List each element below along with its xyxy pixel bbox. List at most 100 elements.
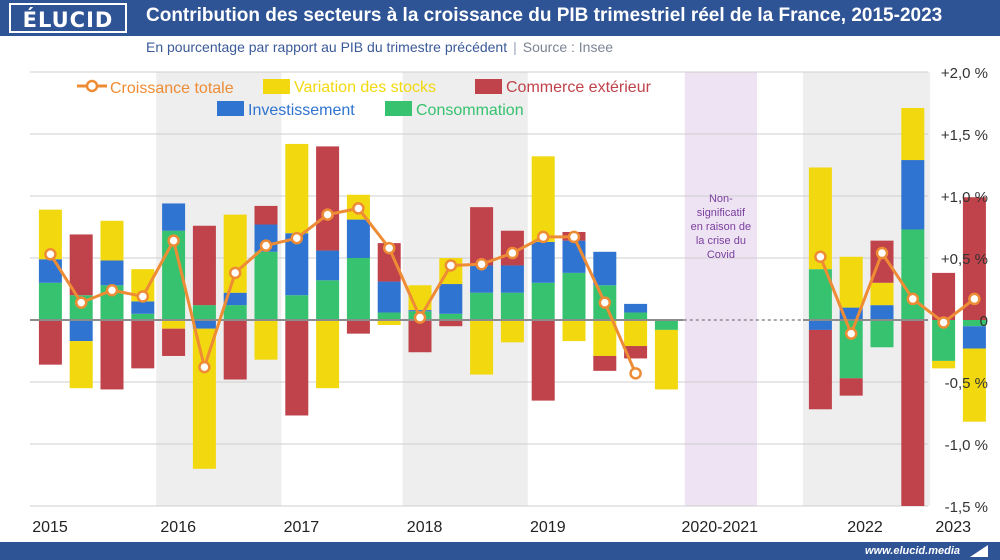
total-growth-point — [323, 210, 333, 220]
y-tick-label: -0,5 % — [945, 375, 988, 392]
bar-segment-investissement — [131, 301, 154, 313]
bar-segment-investissement — [39, 259, 62, 283]
header-bar: ÉLUCID Contribution des secteurs à la cr… — [0, 0, 1000, 36]
bar-segment-investissement — [439, 284, 462, 314]
bar-segment-commerce-ext-rieur — [532, 320, 555, 401]
legend-stocks-label: Variation des stocks — [294, 79, 436, 96]
y-tick-label: -1,5 % — [945, 499, 988, 516]
bar-segment-investissement — [347, 220, 370, 258]
bar-segment-commerce-ext-rieur — [255, 206, 278, 225]
y-tick-label: +1,5 % — [941, 127, 988, 144]
covid-note-line: significatif — [697, 207, 746, 219]
bar-segment-investissement — [809, 320, 832, 330]
y-tick-label: 0 — [980, 313, 988, 330]
total-growth-point — [477, 259, 487, 269]
bar-segment-investissement — [593, 252, 616, 285]
bar-segment-variation-des-stocks — [162, 320, 185, 329]
total-growth-point — [969, 294, 979, 304]
bar-segment-variation-des-stocks — [932, 361, 955, 368]
bar-segment-investissement — [501, 265, 524, 292]
total-growth-point — [384, 243, 394, 253]
bar-segment-variation-des-stocks — [101, 221, 124, 261]
total-growth-point — [939, 317, 949, 327]
bar-segment-commerce-ext-rieur — [409, 320, 432, 352]
covid-note-line: en raison de — [691, 221, 752, 233]
bar-segment-variation-des-stocks — [224, 215, 247, 293]
bar-segment-commerce-ext-rieur — [224, 320, 247, 380]
legend-commerce-swatch — [475, 79, 502, 94]
x-tick-label: 2022 — [847, 519, 883, 536]
bar-segment-consommation — [532, 283, 555, 320]
bar-segment-variation-des-stocks — [285, 144, 308, 233]
bar-segment-variation-des-stocks — [70, 341, 93, 388]
bar-segment-commerce-ext-rieur — [101, 320, 124, 389]
bar-segment-variation-des-stocks — [655, 330, 678, 390]
bar-segment-variation-des-stocks — [470, 320, 493, 375]
legend-commerce-label: Commerce extérieur — [506, 79, 652, 96]
x-axis-labels: 2015 2016 2017 2018 2019 2020-2021 2022 2023 — [32, 519, 971, 536]
total-growth-point — [261, 241, 271, 251]
covid-note-line: Covid — [707, 249, 735, 261]
bar-segment-variation-des-stocks — [624, 320, 647, 346]
bar-segment-variation-des-stocks — [901, 108, 924, 160]
elucid-logo: ÉLUCID — [9, 3, 127, 33]
bar-segment-consommation — [224, 305, 247, 320]
total-growth-point — [908, 294, 918, 304]
total-growth-point — [292, 233, 302, 243]
x-tick-label: 2016 — [160, 519, 196, 536]
bar-segment-consommation — [285, 295, 308, 320]
bar-segment-commerce-ext-rieur — [316, 146, 339, 250]
bar-segment-consommation — [316, 280, 339, 320]
bar-segment-investissement — [871, 305, 894, 320]
total-growth-point — [415, 313, 425, 323]
total-growth-point — [230, 268, 240, 278]
bar-segment-consommation — [501, 293, 524, 320]
y-tick-label: +1,0 % — [941, 189, 988, 206]
bar-segment-commerce-ext-rieur — [193, 226, 216, 305]
bar-segment-variation-des-stocks — [316, 320, 339, 388]
bar-segment-investissement — [162, 203, 185, 230]
bar-segment-commerce-ext-rieur — [932, 273, 955, 320]
legend-stocks-swatch — [263, 79, 290, 94]
total-growth-point — [877, 248, 887, 258]
legend-label-total: Croissance totale — [110, 80, 234, 97]
bar-segment-commerce-ext-rieur — [162, 329, 185, 356]
bar-segment-investissement — [624, 304, 647, 313]
bar-segment-consommation — [255, 252, 278, 320]
bar-segment-investissement — [532, 242, 555, 283]
bar-segment-commerce-ext-rieur — [131, 320, 154, 368]
bar-segment-variation-des-stocks — [255, 320, 278, 360]
bar-segment-variation-des-stocks — [871, 283, 894, 305]
x-tick-label: 2017 — [284, 519, 320, 536]
bar-segment-commerce-ext-rieur — [285, 320, 308, 415]
bar-segment-variation-des-stocks — [593, 320, 616, 356]
bar-segment-commerce-ext-rieur — [70, 234, 93, 295]
y-tick-label: +2,0 % — [941, 65, 988, 82]
covid-note-line: la crise du — [696, 235, 746, 247]
total-growth-point — [538, 232, 548, 242]
bar-segment-consommation — [347, 258, 370, 320]
bar-segment-consommation — [39, 283, 62, 320]
y-tick-label: -1,0 % — [945, 437, 988, 454]
bar-segment-consommation — [871, 320, 894, 347]
bar-segment-investissement — [193, 320, 216, 329]
bar-segment-consommation — [563, 273, 586, 320]
legend-investissement-swatch — [217, 101, 244, 116]
bar-segment-variation-des-stocks — [563, 320, 586, 341]
bar-segment-variation-des-stocks — [532, 156, 555, 242]
bar-segment-consommation — [470, 293, 493, 320]
bar-segment-investissement — [901, 160, 924, 229]
bar-segment-commerce-ext-rieur — [809, 330, 832, 409]
total-growth-point — [600, 298, 610, 308]
total-growth-point — [76, 298, 86, 308]
bar-segment-investissement — [101, 260, 124, 285]
legend-investissement-label: Investissement — [248, 102, 355, 119]
bar-segment-variation-des-stocks — [501, 320, 524, 342]
bar-segment-investissement — [378, 282, 401, 313]
total-growth-point — [107, 285, 117, 295]
bar-segment-commerce-ext-rieur — [39, 320, 62, 365]
bar-segment-investissement — [316, 251, 339, 281]
total-growth-point — [846, 329, 856, 339]
bar-segment-consommation — [655, 320, 678, 330]
chart: +2,0 % +1,5 % +1,0 % +0,5 % 0 -0,5 % -1,0 % -1,… — [0, 36, 1000, 542]
